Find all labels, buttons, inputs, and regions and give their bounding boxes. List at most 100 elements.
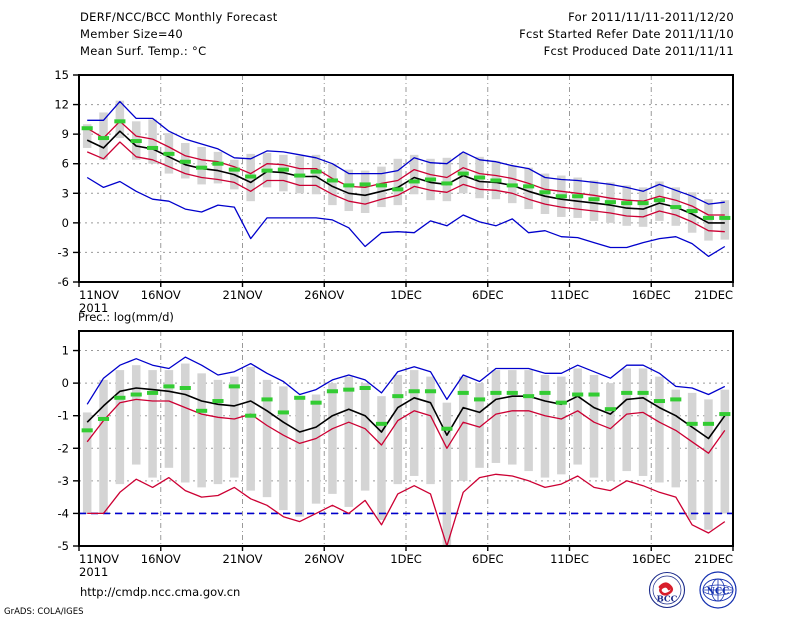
ensemble-spread-bar (671, 389, 681, 488)
ensemble-spread-bar (344, 169, 354, 212)
ensemble-spread-bar (115, 370, 125, 485)
ensemble-spread-bar (360, 383, 370, 491)
ensemble-spread-bar (687, 392, 697, 520)
gridlines-temperature (79, 74, 733, 282)
ensemble-spread-bar (328, 383, 337, 494)
ensemble-spread-bar (360, 170, 370, 213)
x-axis-year-label: 2011 (79, 565, 108, 579)
ensemble-spread-bar (606, 383, 615, 481)
ensemble-spread-bar (311, 154, 321, 195)
y-tick-label: 0 (62, 216, 69, 230)
y-tick-label: -3 (58, 474, 69, 488)
ensemble-spread-bar (246, 366, 255, 491)
x-tick-label: 21DEC (694, 552, 733, 566)
series-ensemble_mean (86, 387, 726, 440)
x-tick-label: 16DEC (632, 552, 671, 566)
temp-units-label: Mean Surf. Temp.: °C (80, 44, 207, 58)
series-quartile_lower (86, 141, 725, 233)
x-axis-precipitation: 11NOV 16NOV 21NOV 26NOV 1DEC 6DEC 11DEC 16DEC 21… (78, 546, 734, 579)
ensemble-spread-bar (638, 368, 648, 476)
ensemble-spread-bar (573, 368, 582, 465)
precip-axis-title: Prec.: log(mm/d) (78, 310, 174, 324)
svg-text:NCC: NCC (707, 587, 730, 597)
ensemble-spread-bar (295, 399, 304, 517)
x-tick-label: 21DEC (694, 288, 733, 302)
data-layer-precipitation (79, 356, 733, 546)
series-quartile_upper (86, 120, 725, 216)
x-axis-temperature: 11NOV 16NOV 21NOV 26NOV 1DEC 6DEC 11DEC 16DEC 21… (78, 282, 734, 315)
ensemble-spread-bar (377, 396, 386, 520)
y-tick-label: -3 (58, 245, 69, 259)
x-tick-label: 6DEC (472, 552, 503, 566)
y-tick-label: 0 (62, 376, 69, 390)
ensemble-spread-bar (393, 374, 403, 485)
bars-precipitation (82, 363, 730, 546)
member-size-label: Member Size=40 (80, 27, 184, 41)
y-tick-label: -2 (58, 441, 69, 455)
data-layer-temperature (81, 100, 731, 258)
ensemble-spread-bar (442, 402, 452, 546)
ensemble-spread-bar (181, 363, 190, 483)
logo-group: BCC NCC (645, 570, 755, 610)
x-tick-label: 21NOV (223, 288, 263, 302)
series-ensemble_max (86, 356, 726, 405)
fcst-produced-label: Fcst Produced Date 2011/11/11 (543, 44, 734, 58)
series-quartile_lower (87, 473, 726, 546)
ensemble-spread-bar (426, 376, 435, 485)
ensemble-spread-bar (131, 365, 141, 465)
ensemble-spread-bar (197, 373, 206, 488)
ensemble-spread-bar (720, 389, 730, 514)
page-title: DERF/NCC/BCC Monthly Forecast (80, 10, 278, 24)
plot-frame-temperature (78, 74, 734, 283)
series-ensemble_mean (86, 130, 725, 224)
ensemble-spread-bar (622, 368, 631, 472)
ensemble-spread-bar (213, 151, 223, 184)
ensemble-spread-bar (82, 124, 92, 148)
ensemble-spread-bar (82, 412, 92, 514)
x-tick-label: 11DEC (550, 288, 589, 302)
ensemble-spread-bar (393, 158, 403, 206)
bcc-logo: BCC (648, 571, 686, 609)
observed-dashes-temperature (81, 119, 731, 220)
ensemble-spread-bar (99, 379, 108, 514)
x-tick-label: 11NOV (79, 288, 119, 302)
series-quartile_upper (86, 398, 726, 454)
chart-precipitation: -5 -4 -3 -2 -1 0 1 11NOV 16NOV 21NOV 26NOV 1DEC 6DEC… (58, 330, 734, 579)
source-url[interactable]: http://cmdp.ncc.cma.gov.cn (80, 585, 241, 599)
ensemble-spread-bar (508, 370, 517, 465)
ensemble-spread-bar (311, 394, 321, 504)
y-tick-label: 3 (62, 186, 69, 200)
x-tick-label: 26NOV (304, 288, 344, 302)
x-tick-label: 16DEC (632, 288, 671, 302)
x-tick-label: 16NOV (141, 552, 181, 566)
ncc-logo: NCC (699, 571, 737, 609)
ensemble-spread-bar (148, 119, 157, 164)
ensemble-spread-bar (622, 185, 631, 226)
ensemble-spread-bar (704, 399, 713, 530)
y-tick-label: -1 (58, 409, 69, 423)
x-tick-label: 21NOV (223, 552, 263, 566)
ensemble-spread-bar (164, 370, 174, 468)
y-tick-label: 9 (62, 127, 69, 141)
y-tick-label: 6 (62, 157, 69, 171)
x-tick-label: 6DEC (472, 288, 503, 302)
ensemble-spread-bar (279, 386, 288, 511)
x-axis-year-label: 2011 (79, 301, 108, 315)
ensemble-spread-bar (409, 154, 419, 195)
y-tick-label: 15 (54, 68, 69, 82)
y-tick-label: -6 (58, 275, 69, 289)
y-tick-label: 1 (62, 344, 69, 358)
x-tick-label: 11NOV (79, 552, 119, 566)
ensemble-spread-bar (475, 383, 484, 468)
ensemble-spread-bar (638, 187, 648, 227)
fcst-started-label: Fcst Started Refer Date 2011/11/10 (519, 27, 734, 41)
observed-dashes-precipitation (81, 384, 731, 433)
ensemble-spread-bar (491, 370, 501, 463)
ensemble-spread-bar (328, 163, 337, 206)
ensemble-spread-bar (148, 370, 157, 478)
ensemble-spread-bar (213, 379, 223, 485)
y-axis-precipitation: -5 -4 -3 -2 -1 0 1 (58, 344, 79, 553)
y-tick-label: -4 (58, 506, 69, 520)
